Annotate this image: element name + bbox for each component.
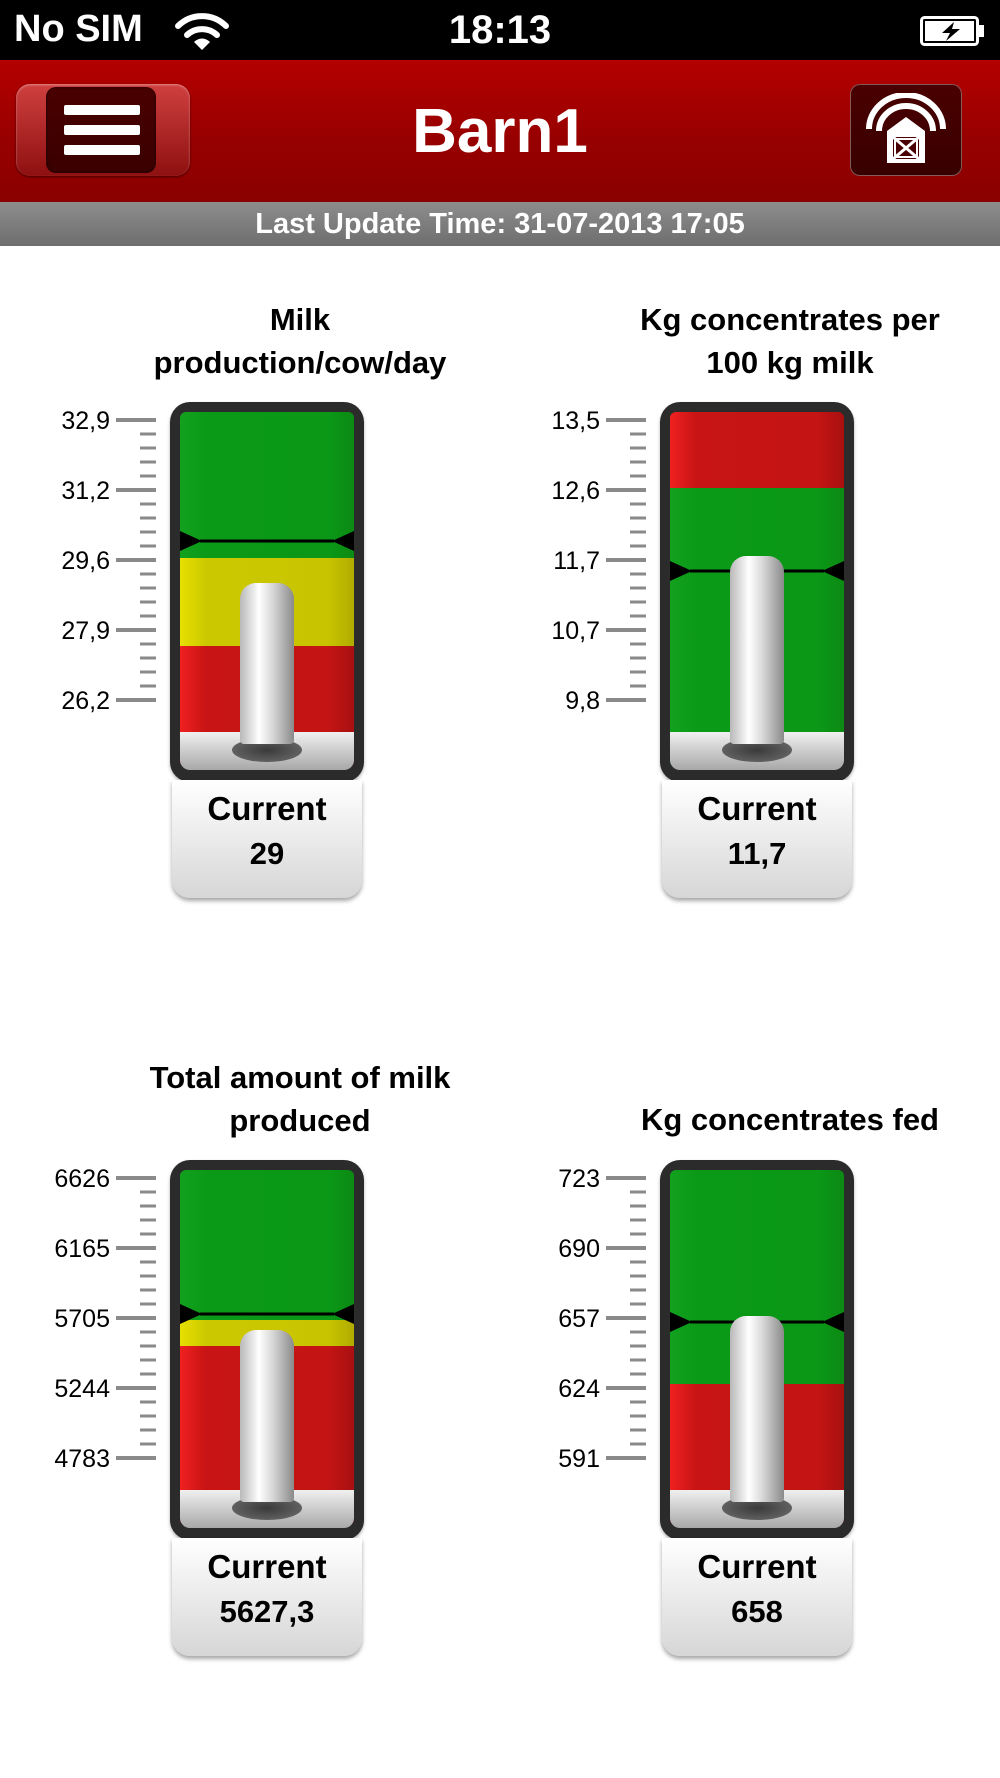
gauge-title: Kg concentrates per 100 kg milk: [570, 298, 1000, 384]
current-needle: [240, 582, 294, 744]
zone-red: [670, 412, 844, 489]
tick-label: 31,2: [61, 477, 110, 505]
hamburger-icon: [46, 87, 156, 173]
gauge-scale: 32,9 31,2 29,6 27,9 26,2: [61, 407, 156, 715]
clock: 18:13: [448, 8, 552, 52]
current-value: 29: [249, 836, 285, 871]
gauge-tube: [170, 1160, 364, 1540]
gauge-concentrates-per-100kg: Kg concentrates per 100 kg milk 13,5 12,6 11…: [530, 302, 1000, 910]
tick-label: 12,6: [551, 477, 600, 505]
zone-green: [180, 412, 354, 558]
gauge-base: [670, 1490, 844, 1528]
tick-label: 5705: [54, 1305, 110, 1333]
tick-label: 591: [558, 1445, 600, 1473]
gauge-tube: [170, 402, 364, 782]
tick-label: 10,7: [551, 617, 600, 645]
current-label: Current: [697, 1548, 817, 1585]
last-update-bar: Last Update Time: 31-07-2013 17:05: [0, 202, 1000, 246]
tick-label: 27,9: [61, 617, 110, 645]
gauge-total-milk: Total amount of milk produced 6626 6165 5705…: [40, 1060, 510, 1668]
current-reading: Current 11,7: [662, 780, 852, 898]
tick-label: 5244: [54, 1375, 110, 1403]
zone-green: [180, 1170, 354, 1321]
gauge-title-line: Total amount of milk: [149, 1060, 451, 1095]
current-label: Current: [697, 790, 817, 827]
tick-label: 26,2: [61, 687, 110, 715]
current-needle: [730, 1315, 784, 1502]
tick-label: 6165: [54, 1235, 110, 1263]
gauge-title-line: Kg concentrates fed: [640, 1102, 939, 1137]
current-label: Current: [207, 790, 327, 827]
current-needle: [240, 1329, 294, 1502]
current-reading: Current 5627,3: [172, 1538, 362, 1656]
gauge-title-line: 100 kg milk: [706, 345, 874, 380]
nav-bar: Barn1: [0, 60, 1000, 202]
tick-label: 690: [558, 1235, 600, 1263]
gauge-tube: [660, 402, 854, 782]
tick-label: 723: [558, 1165, 600, 1193]
gauge-title: Kg concentrates fed: [570, 1098, 1000, 1141]
gauge-title: Milk production/cow/day: [80, 298, 520, 384]
tick-label: 11,7: [553, 547, 600, 575]
gauge-scale: 723 690 657 624 591: [558, 1165, 646, 1473]
wifi-icon: [175, 13, 229, 50]
gauge-title-line: production/cow/day: [153, 345, 447, 380]
current-label: Current: [207, 1548, 327, 1585]
page-title: Barn1: [412, 97, 588, 166]
tick-label: 13,5: [551, 407, 600, 435]
gauge-title-line: Kg concentrates per: [640, 302, 940, 337]
gauge-tube: [660, 1160, 854, 1540]
tick-label: 6626: [54, 1165, 110, 1193]
gauge-concentrates-fed: Kg concentrates fed 723 690 657 624 591 Curren…: [530, 1068, 1000, 1668]
gauge-scale: 13,5 12,6 11,7 10,7 9,8: [551, 407, 646, 715]
tick-label: 9,8: [565, 687, 600, 715]
barn-button[interactable]: [850, 84, 962, 176]
target-marker: [180, 1304, 354, 1325]
current-value: 11,7: [727, 836, 787, 871]
gauge-milk-production: Milk production/cow/day 32,9 31,2 29,6 27,9 26…: [40, 302, 510, 910]
carrier-label: No SIM: [14, 8, 143, 50]
current-value: 5627,3: [219, 1594, 315, 1629]
gauge-title: Total amount of milk produced: [80, 1056, 520, 1142]
tick-label: 32,9: [61, 407, 110, 435]
current-reading: Current 29: [172, 780, 362, 898]
tick-label: 657: [558, 1305, 600, 1333]
menu-button[interactable]: [16, 84, 190, 176]
gauge-title-line: produced: [229, 1103, 371, 1138]
tick-label: 4783: [54, 1445, 110, 1473]
tick-label: 29,6: [61, 547, 110, 575]
tick-label: 624: [558, 1375, 600, 1403]
current-needle: [730, 556, 784, 744]
status-bar: No SIM 18:13: [0, 0, 1000, 60]
battery-charging-icon: [920, 16, 984, 46]
current-reading: Current 658: [662, 1538, 852, 1656]
barn-icon: [866, 93, 946, 163]
gauge-title-line: Milk: [269, 302, 331, 337]
current-value: 658: [731, 1594, 783, 1629]
gauge-scale: 6626 6165 5705 5244 4783: [54, 1165, 156, 1473]
target-marker: [180, 531, 354, 552]
